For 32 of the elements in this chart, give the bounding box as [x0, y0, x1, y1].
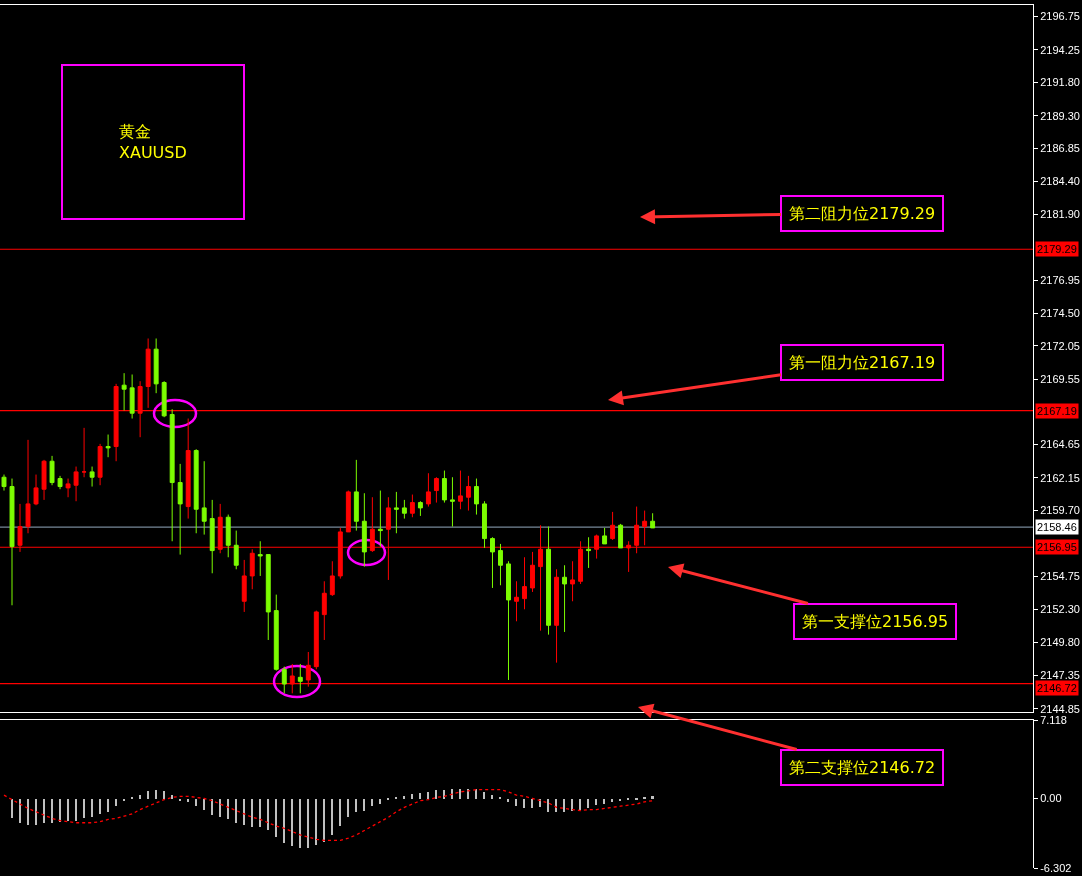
y-tick-label: 2174.50 — [1040, 307, 1080, 319]
annotation: 第二阻力位2179.29 — [789, 204, 936, 223]
y-tick-label: 2149.80 — [1040, 636, 1080, 649]
y-tick-label: 2162.15 — [1040, 471, 1080, 484]
y-tick-label: 2144.85 — [1040, 702, 1080, 715]
ref-line-label: 2146.72 — [1037, 682, 1077, 694]
y-tick-label: 7.118 — [1040, 713, 1067, 726]
y-tick-label: 2186.85 — [1040, 142, 1080, 155]
y-tick-label: 2147.35 — [1040, 669, 1080, 682]
y-tick-label: 2191.80 — [1040, 76, 1080, 89]
ref-line-label: 2167.19 — [1037, 405, 1077, 417]
y-tick-label: 2172.05 — [1040, 339, 1080, 352]
y-tick-label: 0.00 — [1040, 792, 1062, 805]
ref-line-label: 2156.95 — [1037, 541, 1077, 553]
annotation: 第一阻力位2167.19 — [789, 353, 936, 372]
annotation: 黄金 XAUUSD — [119, 122, 187, 162]
y-tick-label: 2196.75 — [1040, 10, 1080, 23]
y-tick-label: 2194.25 — [1040, 43, 1080, 56]
y-tick-label: 2154.75 — [1040, 570, 1080, 583]
y-tick-label: -6.302 — [1040, 861, 1072, 874]
annotation: 第一支撑位2156.95 — [802, 612, 949, 631]
annotation: 第二支撑位2146.72 — [789, 758, 936, 777]
ref-line-label: 2179.29 — [1037, 243, 1077, 255]
y-tick-label: 2189.30 — [1040, 109, 1080, 122]
ref-line-label: 2158.46 — [1037, 521, 1077, 533]
y-tick-label: 2164.65 — [1040, 438, 1080, 451]
y-tick-label: 2152.30 — [1040, 603, 1080, 616]
y-tick-label: 2181.90 — [1040, 208, 1080, 221]
y-tick-label: 2169.55 — [1040, 373, 1080, 386]
y-tick-label: 2176.95 — [1040, 274, 1080, 287]
y-tick-label: 2159.70 — [1040, 504, 1080, 517]
y-tick-label: 2184.40 — [1040, 174, 1080, 187]
